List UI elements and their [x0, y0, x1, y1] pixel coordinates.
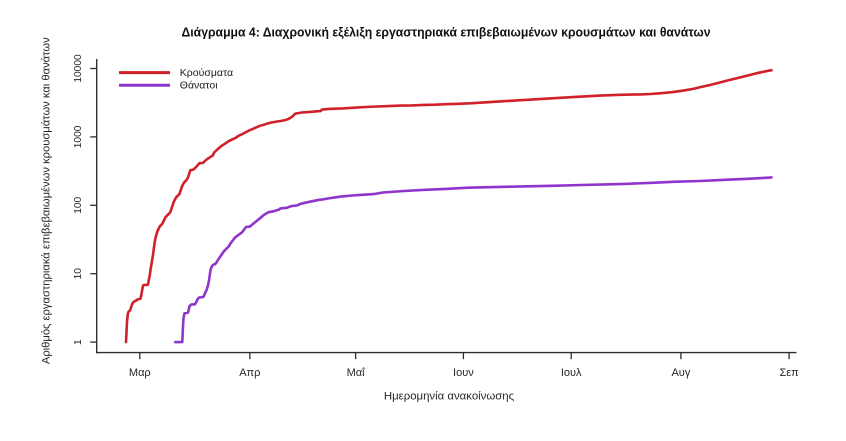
svg-text:1: 1 [73, 339, 84, 345]
svg-text:Αριθμός εργαστηριακά επιβεβαιω: Αριθμός εργαστηριακά επιβεβαιωμένων κρου… [40, 37, 52, 364]
svg-text:Ημερομηνία ανακοίνωσης: Ημερομηνία ανακοίνωσης [384, 390, 515, 402]
svg-text:Ιουλ: Ιουλ [561, 367, 582, 379]
svg-text:Απρ: Απρ [239, 367, 260, 379]
svg-text:100: 100 [73, 196, 84, 213]
svg-text:Μαΐ: Μαΐ [347, 367, 366, 379]
svg-text:Ιουν: Ιουν [453, 367, 474, 379]
svg-text:Αυγ: Αυγ [671, 367, 690, 379]
svg-text:Θάνατοι: Θάνατοι [180, 80, 218, 92]
svg-text:Σεπ: Σεπ [779, 367, 799, 379]
svg-text:10: 10 [73, 268, 84, 280]
svg-text:Κρούσματα: Κρούσματα [180, 67, 233, 79]
svg-text:Διάγραμμα 4: Διαχρονική εξέλιξ: Διάγραμμα 4: Διαχρονική εξέλιξη εργαστηρ… [182, 25, 711, 40]
svg-text:1000: 1000 [73, 125, 84, 148]
svg-text:Μαρ: Μαρ [129, 367, 151, 379]
svg-text:10000: 10000 [73, 54, 84, 83]
